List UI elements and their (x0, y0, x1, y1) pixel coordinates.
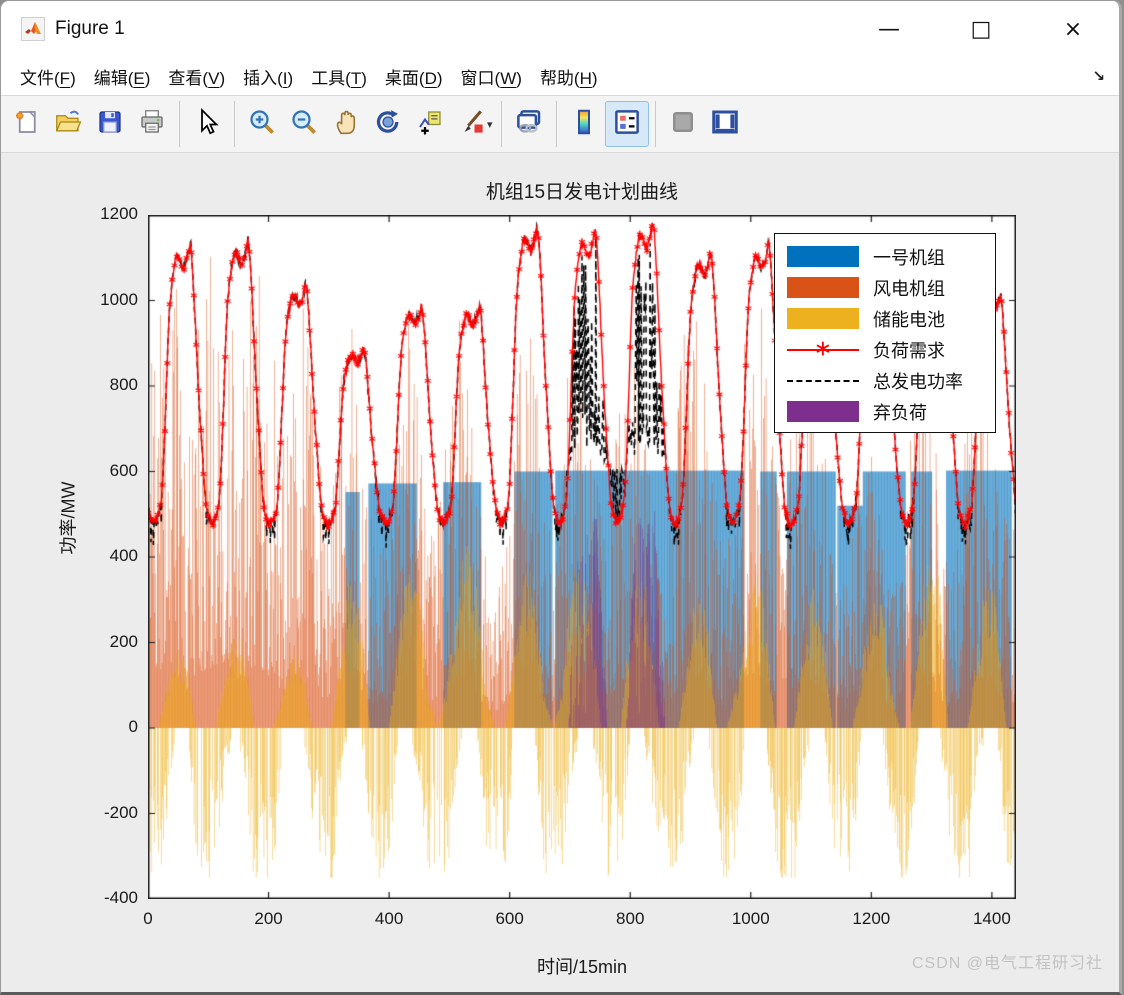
print-figure-button[interactable] (131, 102, 173, 146)
chart-title: 机组15日发电计划曲线 (485, 182, 679, 203)
legend-label: 弃负荷 (873, 402, 927, 423)
x-tick-label: 200 (254, 909, 283, 928)
save-figure-button[interactable] (89, 102, 131, 146)
menu-item-d[interactable]: 桌面(D) (384, 68, 443, 88)
x-tick-label: 400 (374, 909, 404, 928)
show-plot-tools-icon (710, 107, 740, 142)
toolbar-separator (179, 101, 180, 147)
y-tick-label: 600 (109, 460, 138, 480)
dock-figure-icon[interactable]: ↘ (1092, 68, 1105, 85)
save-figure-icon (95, 107, 125, 142)
maximize-button[interactable]: □ (970, 16, 992, 42)
toolbar-separator (500, 101, 502, 147)
x-tick-label: 0 (143, 909, 153, 928)
x-tick-label: 1400 (972, 909, 1011, 928)
legend-line-sample (787, 370, 859, 391)
menu-item-h[interactable]: 帮助(H) (539, 68, 598, 88)
legend-entry[interactable]: 风电机组 (787, 272, 995, 303)
legend-entry[interactable]: 储能电池 (787, 303, 995, 334)
menu-item-i[interactable]: 插入(I) (243, 68, 294, 88)
menu-item-w[interactable]: 窗口(W) (460, 68, 522, 88)
brush-dropdown-icon[interactable]: ▾ (487, 118, 493, 131)
hide-plot-tools-icon (668, 107, 698, 142)
x-tick-label: 1000 (731, 909, 770, 928)
new-figure-icon (11, 107, 41, 142)
open-file-button[interactable] (47, 102, 89, 146)
zoom-out-icon (289, 107, 319, 142)
y-tick-label: -400 (103, 888, 138, 907)
window-title: Figure 1 (55, 18, 125, 39)
minimize-button[interactable]: — (878, 16, 900, 42)
legend-entry[interactable]: 总发电功率 (787, 365, 995, 396)
legend-swatch (787, 277, 859, 298)
menu-item-f[interactable]: 文件(F) (20, 68, 76, 88)
legend-swatch (787, 401, 859, 422)
insert-legend-icon (612, 107, 642, 142)
asterisk-marker-icon: ∗ (813, 336, 833, 361)
y-tick-label: -200 (103, 802, 138, 822)
matlab-logo-icon (21, 17, 45, 41)
y-tick-label: 200 (109, 631, 138, 651)
title-bar[interactable]: Figure 1 — □ × (1, 1, 1119, 57)
brush-icon (457, 107, 487, 142)
y-tick-label: 800 (109, 375, 138, 394)
edit-pointer-icon (192, 107, 222, 142)
insert-colorbar-button[interactable] (563, 102, 605, 146)
figure-canvas-area: 机组15日发电计划曲线 功率/MW 时间/15min 一号机组风电机组储能电池 ∗… (1, 153, 1119, 990)
pan-hand-button[interactable] (325, 102, 367, 146)
rotate-3d-icon (373, 107, 403, 142)
legend-swatch (787, 308, 859, 329)
menu-item-t[interactable]: 工具(T) (311, 68, 367, 88)
show-plot-tools-button[interactable] (704, 102, 746, 146)
link-plot-button[interactable] (508, 102, 550, 146)
open-file-icon (53, 107, 83, 142)
print-figure-icon (137, 107, 167, 142)
legend-swatch (787, 246, 859, 267)
toolbar-separator (654, 101, 656, 147)
legend-label: 负荷需求 (873, 340, 945, 361)
insert-colorbar-icon (569, 107, 599, 142)
close-button[interactable]: × (1063, 16, 1083, 42)
legend-line-sample: ∗ (787, 336, 859, 361)
insert-legend-button[interactable] (604, 101, 649, 147)
new-figure-button[interactable] (5, 102, 47, 146)
data-cursor-button[interactable] (409, 102, 451, 146)
link-plot-icon (514, 107, 544, 142)
zoom-in-icon (247, 107, 277, 142)
legend-entry[interactable]: ∗ 负荷需求 (787, 334, 995, 365)
x-tick-label: 800 (616, 909, 645, 928)
brush-button[interactable] (451, 102, 493, 146)
legend-entry[interactable]: 弃负荷 (787, 396, 995, 427)
y-tick-label: 0 (128, 717, 138, 736)
chart-legend[interactable]: 一号机组风电机组储能电池 ∗ 负荷需求总发电功率弃负荷 (774, 233, 996, 433)
edit-pointer-button[interactable] (186, 102, 228, 146)
x-tick-label: 600 (495, 909, 524, 928)
y-axis-label: 功率/MW (58, 481, 79, 555)
y-tick-label: 400 (109, 546, 138, 565)
hide-plot-tools-button (662, 102, 704, 146)
legend-label: 储能电池 (873, 309, 945, 330)
x-axis-label: 时间/15min (536, 957, 628, 977)
figure-toolbar: ▾ (1, 96, 1119, 153)
legend-label: 一号机组 (873, 247, 945, 268)
toolbar-separator (555, 101, 557, 147)
menu-item-e[interactable]: 编辑(E) (93, 68, 151, 88)
menu-item-v[interactable]: 查看(V) (168, 68, 226, 88)
legend-entry[interactable]: 一号机组 (787, 241, 995, 272)
zoom-in-button[interactable] (241, 102, 283, 146)
pan-hand-icon (331, 107, 361, 142)
toolbar-separator (234, 101, 235, 147)
menu-bar: 文件(F) 编辑(E) 查看(V) 插入(I) 工具(T) 桌面(D) 窗口(W) 帮助(H)… (1, 57, 1119, 96)
legend-label: 风电机组 (873, 278, 945, 299)
watermark-text: CSDN @电气工程研习社 (911, 955, 1103, 972)
y-tick-label: 1000 (100, 289, 138, 309)
legend-label: 总发电功率 (873, 371, 963, 392)
zoom-out-button[interactable] (283, 102, 325, 146)
rotate-3d-button[interactable] (367, 102, 409, 146)
x-tick-label: 1200 (852, 909, 891, 928)
data-cursor-icon (415, 107, 445, 142)
y-tick-label: 1200 (100, 204, 138, 223)
